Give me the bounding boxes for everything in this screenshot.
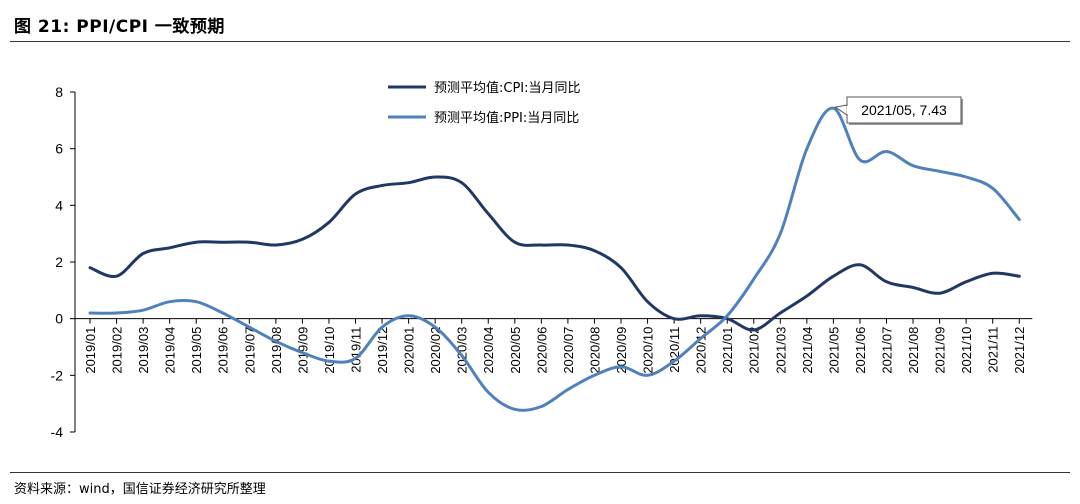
x-tick-label: 2019/06 <box>216 327 231 374</box>
x-tick-label: 2021/09 <box>933 327 948 374</box>
x-tick-label: 2021/07 <box>880 327 895 374</box>
x-tick-label: 2020/11 <box>667 327 682 373</box>
x-tick-label: 2021/03 <box>773 327 788 374</box>
y-tick-label: 0 <box>55 311 63 327</box>
x-tick-label: 2021/12 <box>1012 327 1027 374</box>
y-tick-label: -4 <box>51 424 64 440</box>
x-tick-label: 2019/11 <box>349 327 364 373</box>
x-tick-label: 2020/06 <box>534 327 549 374</box>
x-tick-label: 2020/10 <box>641 327 656 374</box>
source-note: 资料来源：wind，国信证券经济研究所整理 <box>14 482 266 497</box>
x-tick-label: 2020/08 <box>587 327 602 374</box>
x-tick-label: 2021/10 <box>959 327 974 374</box>
x-tick-label: 2021/08 <box>906 327 921 374</box>
x-tick-label: 2020/02 <box>428 327 443 374</box>
y-tick-label: 6 <box>55 141 63 157</box>
y-tick-label: 4 <box>55 197 63 213</box>
x-tick-label: 2020/05 <box>508 327 523 374</box>
x-tick-label: 2020/04 <box>481 327 496 374</box>
x-tick-label: 2019/10 <box>322 327 337 374</box>
y-tick-label: 8 <box>55 84 63 100</box>
x-tick-label: 2019/12 <box>375 327 390 374</box>
x-tick-label: 2019/04 <box>163 327 178 374</box>
series-line-0 <box>88 175 1021 332</box>
x-tick-label: 2021/01 <box>720 327 735 374</box>
x-tick-label: 2019/05 <box>189 327 204 374</box>
y-tick-label: -2 <box>51 367 64 383</box>
x-tick-label: 2019/03 <box>136 327 151 374</box>
title-rule <box>10 41 1070 42</box>
legend-label-0: 预测平均值:CPI:当月同比 <box>434 80 581 96</box>
x-tick-label: 2021/06 <box>853 327 868 374</box>
x-tick-label: 2020/09 <box>614 327 629 374</box>
figure-title: 图 21: PPI/CPI 一致预期 <box>14 17 225 37</box>
x-tick-label: 2021/02 <box>747 327 762 374</box>
x-tick-label: 2019/09 <box>295 327 310 374</box>
x-tick-label: 2019/08 <box>269 327 284 374</box>
callout-box <box>846 96 962 124</box>
x-tick-label: 2019/02 <box>110 327 125 374</box>
x-tick-label: 2020/12 <box>694 327 709 374</box>
x-tick-label: 2021/05 <box>826 327 841 374</box>
x-tick-label: 2020/01 <box>402 327 417 374</box>
series-line-1 <box>88 106 1021 412</box>
annotation-label-0: 2021/05, 7.43 <box>861 102 947 118</box>
x-tick-label: 2021/11 <box>986 327 1001 373</box>
source-rule <box>10 472 1070 473</box>
x-tick-label: 2019/01 <box>83 327 98 374</box>
x-tick-label: 2020/07 <box>561 327 576 374</box>
x-tick-label: 2021/04 <box>800 327 815 374</box>
y-tick-label: 2 <box>55 254 63 270</box>
legend-label-1: 预测平均值:PPI:当月同比 <box>434 110 579 126</box>
x-tick-label: 2019/07 <box>242 327 257 374</box>
